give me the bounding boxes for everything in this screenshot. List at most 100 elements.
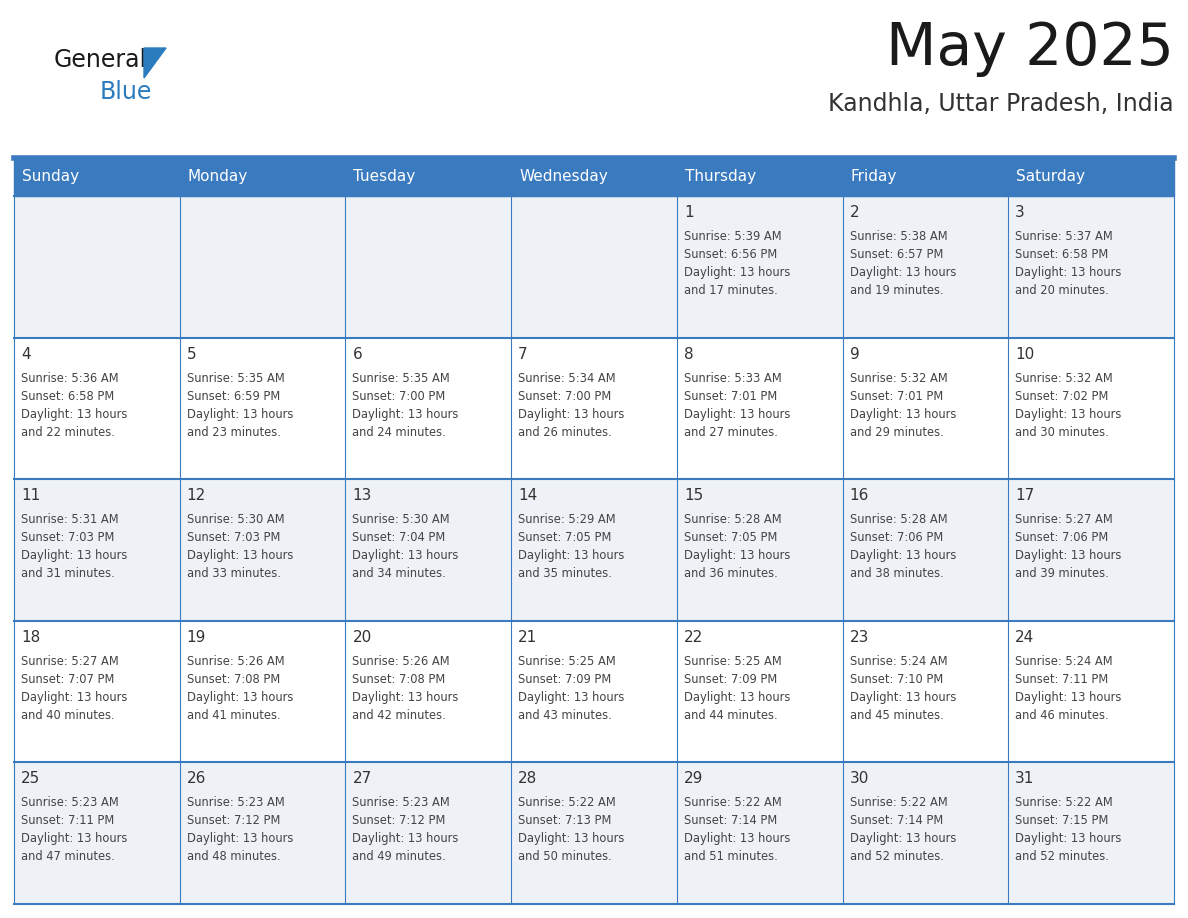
Text: Sunrise: 5:29 AM: Sunrise: 5:29 AM [518,513,615,526]
Text: Sunset: 7:12 PM: Sunset: 7:12 PM [187,814,280,827]
Text: 9: 9 [849,347,859,362]
Text: Sunrise: 5:23 AM: Sunrise: 5:23 AM [353,797,450,810]
Text: Daylight: 13 hours: Daylight: 13 hours [849,833,956,845]
Text: 5: 5 [187,347,196,362]
Bar [346,621,511,763]
Text: Sunrise: 5:35 AM: Sunrise: 5:35 AM [187,372,284,385]
Text: Sunset: 7:04 PM: Sunset: 7:04 PM [353,532,446,544]
Text: Daylight: 13 hours: Daylight: 13 hours [187,408,293,420]
Text: Sunset: 6:56 PM: Sunset: 6:56 PM [684,248,777,261]
Bar [14,479,179,621]
Bar [842,196,1009,338]
Text: Tuesday: Tuesday [353,170,416,185]
Text: May 2025: May 2025 [886,20,1174,77]
Text: Daylight: 13 hours: Daylight: 13 hours [1016,266,1121,279]
Text: Sunrise: 5:25 AM: Sunrise: 5:25 AM [684,655,782,667]
Bar [842,479,1009,621]
Text: 6: 6 [353,347,362,362]
Text: and 20 minutes.: and 20 minutes. [1016,284,1110,297]
Text: Sunrise: 5:28 AM: Sunrise: 5:28 AM [849,513,947,526]
Text: and 22 minutes.: and 22 minutes. [21,426,115,439]
Text: Sunset: 7:12 PM: Sunset: 7:12 PM [353,814,446,827]
Text: Sunrise: 5:24 AM: Sunrise: 5:24 AM [849,655,947,667]
Bar [14,158,179,196]
Text: Daylight: 13 hours: Daylight: 13 hours [21,408,127,420]
Text: Daylight: 13 hours: Daylight: 13 hours [518,691,625,704]
Text: Sunrise: 5:28 AM: Sunrise: 5:28 AM [684,513,782,526]
Text: and 35 minutes.: and 35 minutes. [518,567,612,580]
Text: 29: 29 [684,771,703,787]
Text: Sunset: 7:01 PM: Sunset: 7:01 PM [849,389,943,403]
Bar [14,621,179,763]
Text: Sunrise: 5:38 AM: Sunrise: 5:38 AM [849,230,947,243]
Text: Daylight: 13 hours: Daylight: 13 hours [684,266,790,279]
Text: Sunrise: 5:23 AM: Sunrise: 5:23 AM [21,797,119,810]
Text: Sunrise: 5:34 AM: Sunrise: 5:34 AM [518,372,615,385]
Text: Daylight: 13 hours: Daylight: 13 hours [849,408,956,420]
Text: Sunrise: 5:22 AM: Sunrise: 5:22 AM [684,797,782,810]
Text: Sunset: 6:58 PM: Sunset: 6:58 PM [1016,248,1108,261]
Text: Kandhla, Uttar Pradesh, India: Kandhla, Uttar Pradesh, India [828,92,1174,116]
Text: Sunrise: 5:22 AM: Sunrise: 5:22 AM [1016,797,1113,810]
Text: and 41 minutes.: and 41 minutes. [187,709,280,722]
Text: and 29 minutes.: and 29 minutes. [849,426,943,439]
Bar [511,621,677,763]
Text: Sunrise: 5:35 AM: Sunrise: 5:35 AM [353,372,450,385]
Text: 13: 13 [353,488,372,503]
Text: Sunrise: 5:32 AM: Sunrise: 5:32 AM [1016,372,1113,385]
Text: 14: 14 [518,488,537,503]
Text: Sunrise: 5:26 AM: Sunrise: 5:26 AM [187,655,284,667]
Text: and 38 minutes.: and 38 minutes. [849,567,943,580]
Text: 8: 8 [684,347,694,362]
Bar [14,763,179,904]
Text: and 52 minutes.: and 52 minutes. [1016,850,1110,864]
Text: Sunset: 6:58 PM: Sunset: 6:58 PM [21,389,114,403]
Text: Sunset: 7:03 PM: Sunset: 7:03 PM [21,532,114,544]
Text: and 47 minutes.: and 47 minutes. [21,850,115,864]
Text: Daylight: 13 hours: Daylight: 13 hours [187,549,293,562]
Text: Sunday: Sunday [23,170,80,185]
Text: Thursday: Thursday [684,170,756,185]
Text: 27: 27 [353,771,372,787]
Bar [1009,763,1174,904]
Bar [1009,196,1174,338]
Text: and 45 minutes.: and 45 minutes. [849,709,943,722]
Text: and 51 minutes.: and 51 minutes. [684,850,778,864]
Text: Daylight: 13 hours: Daylight: 13 hours [684,691,790,704]
Bar [14,338,179,479]
Text: Sunset: 7:06 PM: Sunset: 7:06 PM [1016,532,1108,544]
Text: Daylight: 13 hours: Daylight: 13 hours [849,691,956,704]
Text: Sunset: 7:00 PM: Sunset: 7:00 PM [353,389,446,403]
Bar [511,479,677,621]
Bar [842,338,1009,479]
Bar [1009,338,1174,479]
Bar [842,158,1009,196]
Text: Daylight: 13 hours: Daylight: 13 hours [353,691,459,704]
Text: and 39 minutes.: and 39 minutes. [1016,567,1110,580]
Text: Daylight: 13 hours: Daylight: 13 hours [353,833,459,845]
Text: and 36 minutes.: and 36 minutes. [684,567,778,580]
Text: Wednesday: Wednesday [519,170,608,185]
Bar [842,763,1009,904]
Text: Sunrise: 5:26 AM: Sunrise: 5:26 AM [353,655,450,667]
Bar [179,479,346,621]
Text: Daylight: 13 hours: Daylight: 13 hours [684,833,790,845]
Text: Daylight: 13 hours: Daylight: 13 hours [849,549,956,562]
Text: Daylight: 13 hours: Daylight: 13 hours [684,549,790,562]
Bar [179,338,346,479]
Text: 21: 21 [518,630,537,644]
Text: and 26 minutes.: and 26 minutes. [518,426,612,439]
Text: Saturday: Saturday [1016,170,1086,185]
Bar [346,763,511,904]
Text: and 33 minutes.: and 33 minutes. [187,567,280,580]
Text: 12: 12 [187,488,206,503]
Text: 10: 10 [1016,347,1035,362]
Text: Daylight: 13 hours: Daylight: 13 hours [1016,549,1121,562]
Text: 2: 2 [849,205,859,220]
Text: Sunset: 7:13 PM: Sunset: 7:13 PM [518,814,612,827]
Text: 22: 22 [684,630,703,644]
Text: Sunset: 7:14 PM: Sunset: 7:14 PM [849,814,943,827]
Text: Sunset: 7:09 PM: Sunset: 7:09 PM [684,673,777,686]
Text: Sunrise: 5:27 AM: Sunrise: 5:27 AM [21,655,119,667]
Text: and 34 minutes.: and 34 minutes. [353,567,447,580]
